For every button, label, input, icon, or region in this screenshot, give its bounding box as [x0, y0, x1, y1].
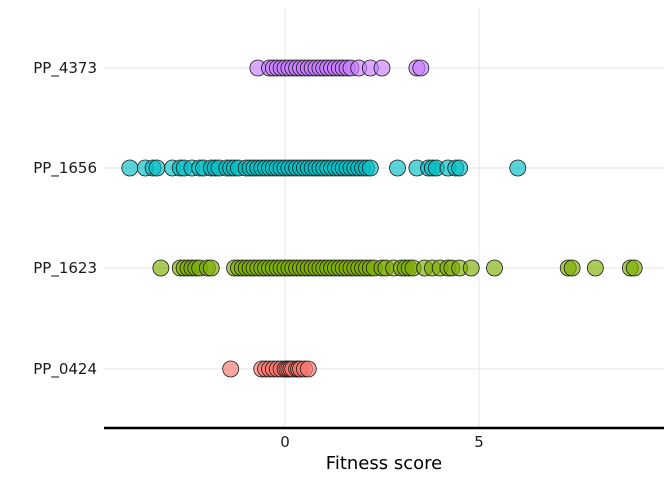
data-point	[412, 59, 430, 77]
y-tick-label: PP_4373	[33, 59, 97, 78]
y-tick-label: PP_0424	[33, 360, 97, 379]
data-point	[587, 259, 604, 277]
data-point	[202, 259, 220, 277]
data-point	[451, 159, 469, 177]
data-point	[148, 159, 166, 177]
data-point	[486, 259, 503, 277]
x-axis-title: Fitness score	[326, 453, 442, 474]
data-point	[563, 259, 581, 277]
data-point	[462, 259, 480, 277]
data-point	[509, 159, 527, 177]
data-point	[361, 159, 379, 177]
data-point	[389, 159, 406, 177]
x-tick-label: 5	[474, 433, 484, 451]
data-points	[121, 59, 643, 378]
data-point	[625, 259, 643, 277]
y-tick-label: PP_1656	[33, 159, 97, 178]
data-point	[121, 159, 139, 177]
x-tick-label: 0	[280, 433, 290, 451]
y-tick-labels: PP_0424 PP_1623 PP_1656 PP_4373	[33, 59, 97, 379]
y-tick-label: PP_1623	[33, 259, 97, 278]
data-point	[152, 259, 170, 277]
data-point	[222, 360, 240, 378]
data-point	[373, 59, 391, 77]
data-point	[299, 360, 317, 378]
